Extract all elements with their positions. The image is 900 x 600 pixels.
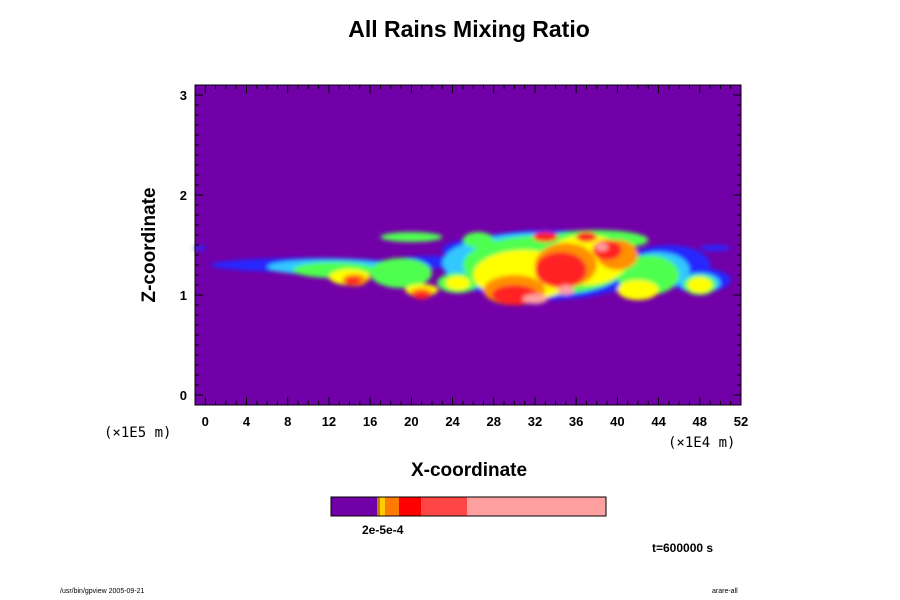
x-tick-label: 48 (693, 414, 707, 429)
rain-blob (380, 232, 443, 242)
x-axis-ticks: 0 4 8 12 16 20 24 28 32 36 40 44 48 52 (202, 85, 748, 429)
rain-blob (193, 246, 207, 250)
colorbar-segment (380, 497, 385, 516)
rain-blob (557, 285, 575, 295)
colorbar-segment (385, 497, 399, 516)
y-tick-label: 2 (180, 188, 187, 203)
rain-blob (462, 232, 494, 248)
x-tick-label: 12 (322, 414, 336, 429)
rain-blob (532, 232, 558, 242)
rain-blob (699, 245, 731, 251)
rain-blob (522, 294, 548, 304)
y-tick-label: 3 (180, 88, 187, 103)
x-tick-label: 40 (610, 414, 624, 429)
rain-blob (413, 291, 430, 299)
rain-blob (344, 277, 361, 285)
x-tick-label: 4 (243, 414, 251, 429)
rain-blob (534, 252, 587, 288)
colorbar-segment (377, 497, 380, 516)
colorbar-segment (421, 497, 467, 516)
y-scale-note: (×1E5 m) (104, 425, 172, 441)
rain-blob (617, 280, 659, 300)
rain-blob (687, 277, 713, 293)
x-axis-label: X-coordinate (410, 460, 528, 481)
y-axis-label: Z-coordinate (139, 187, 160, 303)
x-tick-label: 16 (363, 414, 377, 429)
x-tick-label: 32 (528, 414, 542, 429)
x-tick-label: 24 (445, 414, 460, 429)
x-tick-label: 36 (569, 414, 583, 429)
colorbar (330, 496, 607, 517)
rain-field (193, 230, 731, 305)
x-tick-label: 20 (404, 414, 418, 429)
x-tick-label: 28 (487, 414, 501, 429)
y-axis-ticks: 0 1 2 3 (180, 88, 741, 403)
y-tick-label: 0 (180, 388, 187, 403)
colorbar-segment (331, 497, 377, 516)
x-tick-label: 8 (284, 414, 291, 429)
y-tick-label: 1 (180, 288, 187, 303)
chart-title: All Rains Mixing Ratio (348, 16, 590, 42)
colorbar-tick-labels: 2e-5e-4 (362, 523, 404, 537)
rain-blob (576, 232, 597, 242)
x-scale-note: (×1E4 m) (668, 435, 736, 451)
x-tick-label: 0 (202, 414, 209, 429)
x-tick-label: 44 (651, 414, 666, 429)
x-tick-label: 52 (734, 414, 748, 429)
rain-blob (592, 240, 622, 260)
colorbar-segment (467, 497, 606, 516)
footer-command: /usr/bin/gpview 2005-09-21 (60, 588, 145, 595)
rain-blob (445, 276, 471, 290)
colorbar-segment (399, 497, 421, 516)
time-label: t=600000 s (652, 541, 714, 555)
colorbar-frame (330, 496, 607, 517)
rain-blob (595, 243, 609, 251)
footer-filename: arare-all (712, 588, 738, 595)
rain-blob (370, 258, 432, 288)
